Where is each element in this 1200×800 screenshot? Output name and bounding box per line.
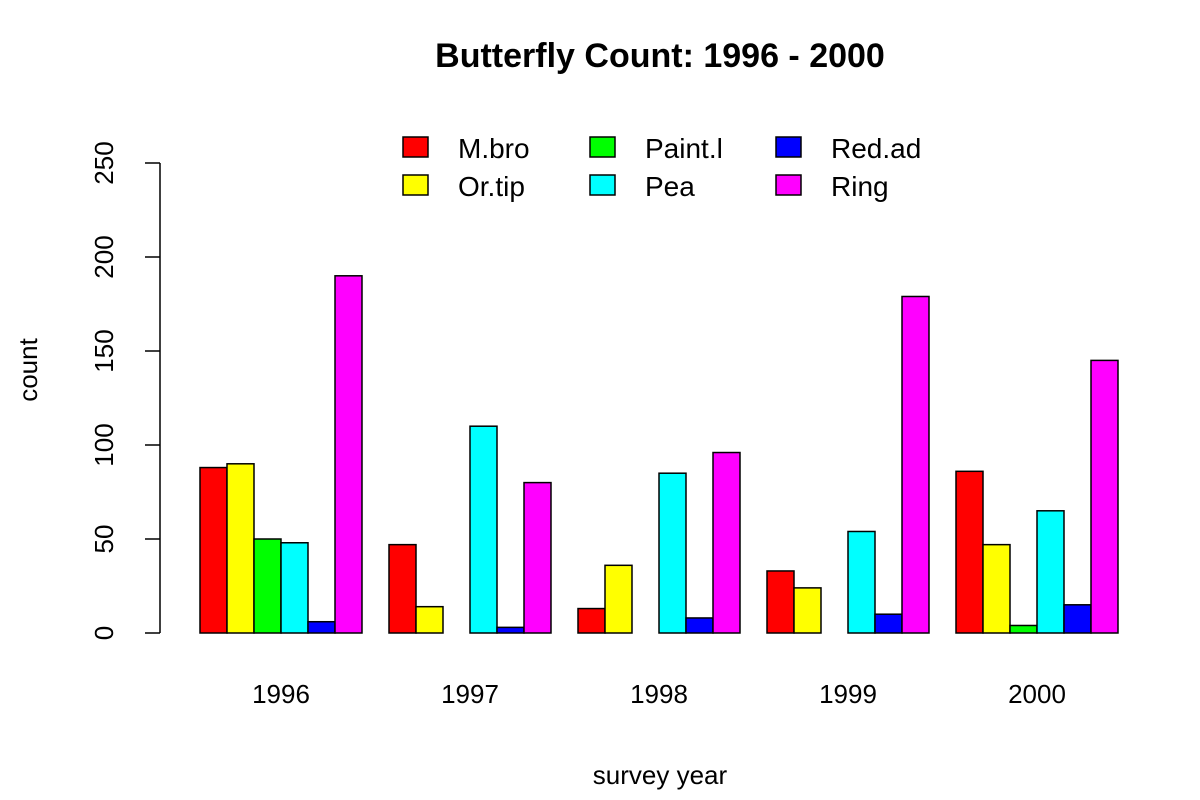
legend-label: Ring <box>831 171 889 202</box>
bar-or-tip-1998 <box>604 564 633 634</box>
bar-pea-1996 <box>280 542 309 634</box>
y-axis-label: count <box>13 337 43 401</box>
bar-pea-1998 <box>658 472 687 634</box>
bars <box>199 275 1119 634</box>
bar-or-tip-1996 <box>226 463 255 634</box>
legend-swatch <box>402 174 429 196</box>
bar-pea-1999 <box>847 530 876 634</box>
x-tick-labels: 1996 1997 1998 1999 2000 <box>252 679 1066 709</box>
legend-label: Or.tip <box>458 171 525 202</box>
legend-swatch <box>589 136 616 158</box>
legend: M.bro Or.tip Paint.l Pea Red.ad Ring <box>402 133 921 202</box>
bar-m-bro-1999 <box>766 570 795 634</box>
chart-title: Butterfly Count: 1996 - 2000 <box>435 37 885 75</box>
y-tick-label: 150 <box>89 329 119 372</box>
bar-m-bro-1996 <box>199 466 228 634</box>
bar-pea-1997 <box>469 425 498 634</box>
bar-m-bro-2000 <box>955 470 984 634</box>
bar-pea-2000 <box>1036 510 1065 634</box>
bar-red-ad-1999 <box>874 613 903 634</box>
bar-red-ad-1997 <box>496 626 525 634</box>
bar-paint-l-1996 <box>253 538 282 634</box>
legend-label: Paint.l <box>645 133 723 164</box>
bar-red-ad-1998 <box>685 617 714 634</box>
legend-swatch <box>775 136 802 158</box>
y-tick-label: 250 <box>89 141 119 184</box>
y-tick-label: 100 <box>89 423 119 466</box>
y-axis: 0 50 100 150 200 250 <box>89 141 161 640</box>
legend-swatch <box>402 136 429 158</box>
y-tick-label: 0 <box>89 626 119 640</box>
legend-swatch <box>589 174 616 196</box>
bar-or-tip-1999 <box>793 587 822 634</box>
x-tick-label: 1996 <box>252 679 310 709</box>
bar-ring-1996 <box>334 275 363 634</box>
bar-ring-1999 <box>901 295 930 634</box>
bar-ring-2000 <box>1090 359 1119 634</box>
bar-red-ad-2000 <box>1063 604 1092 634</box>
bar-paint-l-2000 <box>1009 624 1038 634</box>
x-tick-label: 2000 <box>1008 679 1066 709</box>
legend-swatch <box>775 174 802 196</box>
bar-red-ad-1996 <box>307 620 336 634</box>
legend-label: Red.ad <box>831 133 921 164</box>
bar-ring-1997 <box>523 481 552 634</box>
bar-m-bro-1998 <box>577 607 606 634</box>
y-tick-label: 50 <box>89 525 119 554</box>
x-tick-label: 1999 <box>819 679 877 709</box>
bar-or-tip-2000 <box>982 543 1011 634</box>
x-tick-label: 1997 <box>441 679 499 709</box>
legend-label: Pea <box>645 171 695 202</box>
bar-m-bro-1997 <box>388 543 417 634</box>
x-axis-label: survey year <box>593 760 728 790</box>
bar-ring-1998 <box>712 451 741 634</box>
legend-label: M.bro <box>458 133 530 164</box>
x-tick-label: 1998 <box>630 679 688 709</box>
bar-or-tip-1997 <box>415 605 444 634</box>
y-tick-label: 200 <box>89 235 119 278</box>
